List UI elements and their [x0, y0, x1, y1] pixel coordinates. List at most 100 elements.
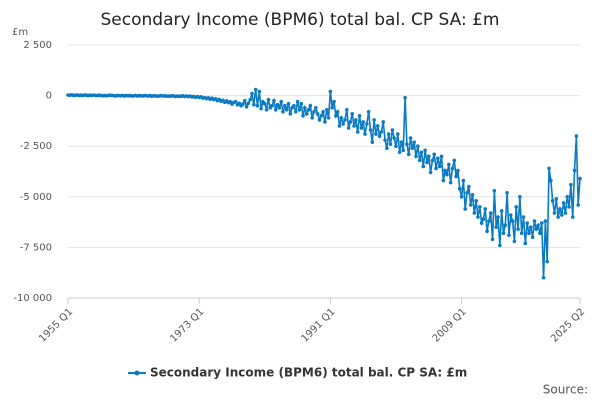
point: [323, 120, 327, 124]
point: [488, 211, 493, 215]
point: [363, 132, 367, 136]
point: [496, 215, 500, 219]
y-unit: £m: [12, 27, 28, 38]
point: [304, 112, 309, 116]
point: [498, 243, 502, 248]
point: [523, 241, 528, 246]
point: [326, 116, 331, 120]
point: [457, 186, 462, 191]
point: [485, 229, 489, 234]
point: [423, 148, 427, 153]
point: [565, 195, 570, 199]
y-tick-label: -5 000: [20, 192, 52, 203]
point: [370, 140, 375, 144]
point: [525, 221, 529, 225]
point: [412, 140, 416, 144]
point: [399, 140, 404, 144]
point: [314, 105, 318, 110]
point: [558, 207, 562, 211]
point: [374, 132, 378, 136]
point: [508, 213, 513, 217]
point: [416, 144, 420, 148]
point: [414, 154, 418, 159]
point: [332, 99, 336, 104]
point: [569, 182, 573, 187]
point: [405, 142, 409, 146]
y-tick-label: -10 000: [13, 293, 52, 304]
point: [406, 152, 411, 157]
point: [303, 105, 307, 110]
point: [372, 118, 376, 122]
point: [512, 239, 517, 244]
point: [410, 146, 415, 151]
point: [441, 178, 446, 183]
point: [467, 184, 471, 189]
point: [572, 168, 577, 173]
point: [447, 162, 451, 167]
point: [425, 160, 429, 165]
point: [348, 120, 353, 124]
point: [330, 105, 334, 110]
point: [536, 223, 540, 227]
point: [284, 107, 289, 112]
series-line: [67, 89, 581, 278]
point: [456, 168, 460, 173]
point: [554, 197, 559, 201]
point: [403, 95, 407, 100]
chart-title: Secondary Income (BPM6) total bal. CP SA…: [101, 10, 500, 30]
point: [292, 103, 296, 108]
point: [539, 221, 544, 225]
point: [279, 99, 283, 104]
point: [273, 107, 278, 112]
point: [538, 231, 542, 236]
point: [357, 114, 362, 118]
point: [439, 154, 444, 159]
point: [310, 116, 314, 120]
legend-marker: [134, 370, 140, 376]
source: Source:: [543, 383, 588, 397]
point: [434, 166, 438, 171]
point: [487, 219, 491, 223]
point: [527, 231, 531, 236]
point: [392, 136, 396, 140]
point: [408, 136, 413, 140]
point: [519, 231, 524, 236]
x-tick-label: 2025 Q2: [549, 306, 587, 344]
point: [341, 122, 345, 126]
point: [578, 176, 582, 181]
point: [250, 91, 254, 96]
point: [454, 174, 458, 179]
point: [521, 215, 526, 219]
point: [386, 132, 391, 136]
point: [375, 124, 380, 128]
point: [430, 158, 435, 163]
point: [432, 152, 437, 157]
x-tick-label: 1955 Q1: [37, 306, 75, 344]
point: [552, 211, 557, 215]
point: [264, 107, 269, 112]
point: [428, 170, 433, 175]
point: [547, 166, 551, 171]
point: [419, 150, 424, 155]
point: [388, 142, 393, 146]
point: [343, 118, 347, 122]
point: [283, 103, 287, 108]
point: [324, 107, 329, 112]
point: [532, 219, 537, 223]
y-tick-label: 2 500: [23, 40, 52, 51]
point: [383, 138, 387, 142]
point: [315, 112, 320, 116]
point: [259, 106, 263, 111]
point: [272, 98, 276, 103]
point: [549, 178, 553, 183]
point: [306, 107, 311, 112]
point: [461, 178, 466, 183]
point: [574, 134, 579, 138]
point: [437, 164, 442, 169]
point: [337, 124, 342, 128]
point: [253, 87, 258, 92]
point: [563, 211, 568, 215]
point: [252, 102, 256, 107]
point: [499, 209, 504, 213]
point: [339, 116, 344, 120]
